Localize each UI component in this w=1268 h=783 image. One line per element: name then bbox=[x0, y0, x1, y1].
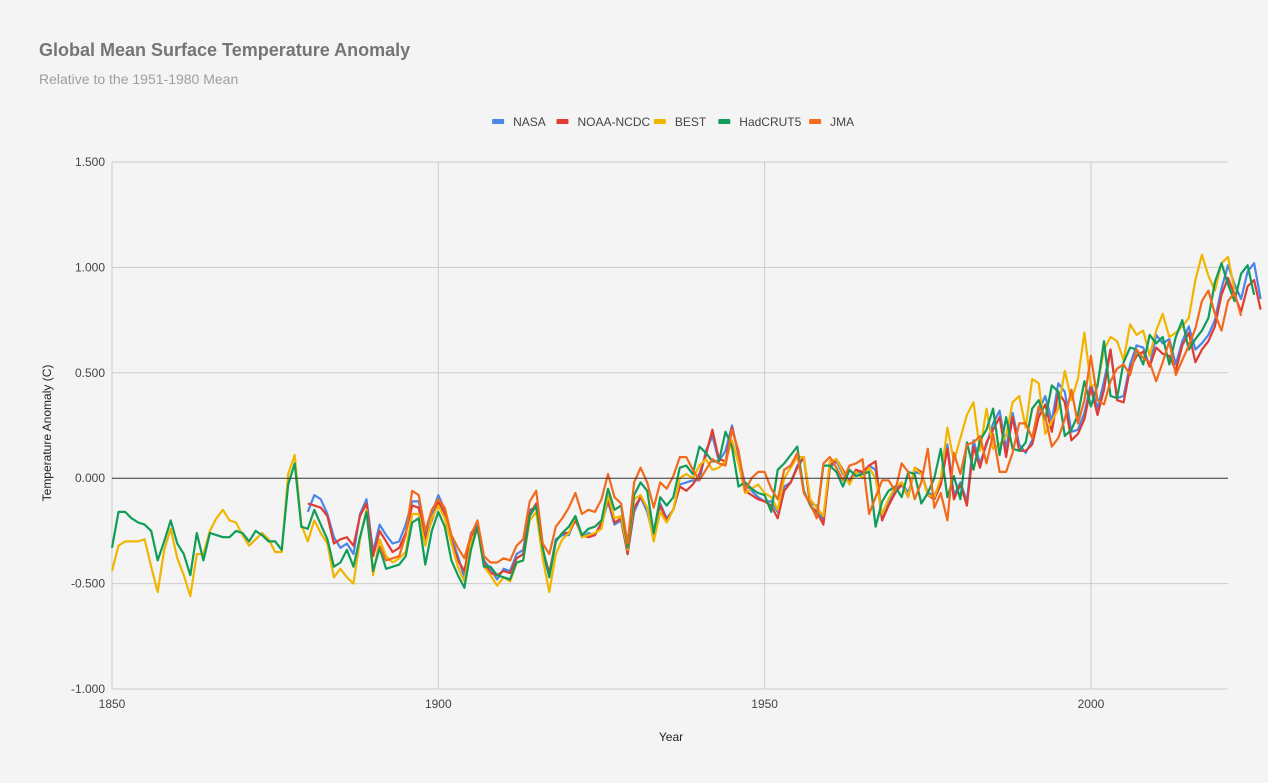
y-tick-label: 1.500 bbox=[75, 155, 105, 169]
legend-label: NOAA-NCDC bbox=[578, 115, 651, 129]
legend-swatch bbox=[809, 119, 822, 124]
series-line-hadcrut5 bbox=[110, 262, 1256, 589]
y-tick-label: 1.000 bbox=[75, 260, 105, 274]
legend[interactable]: NASA NOAA-NCDC BEST HadCRUT5 JMA bbox=[492, 115, 854, 129]
x-tick-label: 1950 bbox=[751, 697, 778, 711]
legend-item-hadcrut5[interactable]: HadCRUT5 bbox=[718, 115, 802, 129]
y-tick-label: -1.000 bbox=[71, 682, 105, 696]
y-tick-label: 0.500 bbox=[75, 366, 105, 380]
legend-label: BEST bbox=[675, 115, 707, 129]
y-axis-title: Temperature Anomaly (C) bbox=[40, 365, 54, 502]
x-tick-label: 1850 bbox=[99, 697, 126, 711]
legend-swatch bbox=[718, 119, 731, 124]
series-line-noaa-ncdc bbox=[307, 276, 1262, 577]
legend-label: JMA bbox=[830, 115, 854, 129]
y-tick-label: -0.500 bbox=[71, 577, 105, 591]
gridlines bbox=[111, 161, 1228, 690]
legend-item-best[interactable]: BEST bbox=[653, 115, 707, 129]
x-axis-title: Year bbox=[659, 730, 683, 744]
series-layer bbox=[110, 253, 1262, 598]
legend-item-jma[interactable]: JMA bbox=[809, 115, 854, 129]
legend-swatch bbox=[492, 119, 505, 124]
series-line-jma bbox=[378, 289, 1243, 564]
chart-subtitle: Relative to the 1951-1980 Mean bbox=[39, 71, 239, 87]
series-line-best bbox=[110, 253, 1236, 598]
x-tick-label: 1900 bbox=[425, 697, 452, 711]
legend-label: HadCRUT5 bbox=[739, 115, 801, 129]
y-tick-label: 0.000 bbox=[75, 471, 105, 485]
legend-swatch bbox=[653, 119, 666, 124]
legend-item-nasa[interactable]: NASA bbox=[492, 115, 546, 129]
chart-title: Global Mean Surface Temperature Anomaly bbox=[39, 40, 411, 60]
x-tick-label: 2000 bbox=[1078, 697, 1105, 711]
legend-swatch bbox=[556, 119, 569, 124]
legend-item-noaa-ncdc[interactable]: NOAA-NCDC bbox=[556, 115, 651, 129]
legend-label: NASA bbox=[513, 115, 546, 129]
